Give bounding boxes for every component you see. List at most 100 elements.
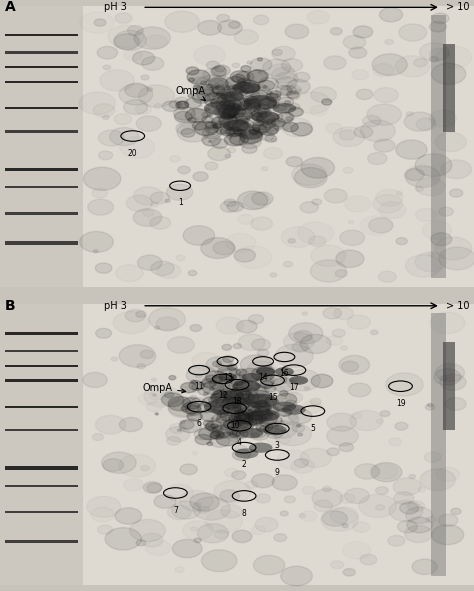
Text: 18: 18 — [232, 397, 242, 407]
Circle shape — [165, 427, 190, 441]
Circle shape — [270, 374, 287, 385]
Circle shape — [189, 78, 194, 82]
Circle shape — [332, 329, 345, 337]
Circle shape — [280, 372, 298, 384]
Circle shape — [275, 344, 313, 368]
Text: > 10: > 10 — [446, 301, 469, 311]
Circle shape — [247, 70, 268, 83]
Circle shape — [285, 369, 320, 391]
Bar — [5, 51, 78, 54]
Circle shape — [208, 147, 230, 161]
Ellipse shape — [273, 401, 296, 412]
Circle shape — [340, 230, 365, 245]
Circle shape — [212, 85, 230, 96]
Circle shape — [229, 391, 243, 399]
Circle shape — [228, 425, 250, 439]
Circle shape — [285, 24, 309, 39]
Circle shape — [220, 411, 236, 421]
Circle shape — [195, 374, 202, 378]
Circle shape — [360, 554, 377, 565]
Circle shape — [252, 474, 274, 488]
Circle shape — [213, 124, 221, 128]
Circle shape — [255, 387, 269, 396]
Circle shape — [119, 84, 153, 105]
Circle shape — [222, 86, 240, 97]
Circle shape — [251, 217, 273, 230]
Circle shape — [179, 419, 201, 433]
Circle shape — [197, 402, 214, 413]
Bar — [431, 313, 446, 576]
Circle shape — [330, 28, 342, 35]
Ellipse shape — [239, 428, 263, 438]
Circle shape — [342, 361, 358, 372]
Text: 3: 3 — [275, 441, 280, 450]
Bar — [5, 186, 78, 189]
Bar — [5, 365, 78, 367]
Circle shape — [88, 199, 114, 215]
Circle shape — [256, 113, 275, 125]
Circle shape — [229, 128, 242, 136]
Circle shape — [209, 426, 230, 439]
Circle shape — [218, 95, 236, 106]
Circle shape — [368, 152, 387, 164]
Circle shape — [150, 192, 169, 204]
Circle shape — [223, 397, 238, 406]
Circle shape — [212, 390, 228, 400]
Circle shape — [95, 263, 112, 273]
Circle shape — [103, 459, 124, 472]
Circle shape — [285, 392, 303, 403]
Circle shape — [212, 414, 230, 425]
Circle shape — [220, 490, 239, 502]
Circle shape — [412, 559, 437, 574]
Circle shape — [385, 40, 393, 44]
Circle shape — [126, 195, 152, 211]
Circle shape — [137, 363, 146, 369]
Bar — [5, 131, 78, 133]
Circle shape — [255, 494, 270, 503]
Ellipse shape — [223, 120, 251, 132]
Circle shape — [228, 148, 236, 152]
Circle shape — [349, 47, 367, 58]
Circle shape — [449, 189, 463, 197]
Circle shape — [247, 393, 260, 400]
Bar — [5, 332, 78, 335]
Bar — [5, 511, 78, 513]
Circle shape — [209, 426, 218, 431]
Circle shape — [356, 89, 373, 99]
Ellipse shape — [204, 101, 242, 116]
Circle shape — [164, 392, 173, 398]
Circle shape — [226, 103, 230, 106]
Text: 4: 4 — [237, 439, 242, 447]
Text: B: B — [5, 299, 15, 313]
Circle shape — [237, 422, 247, 428]
Circle shape — [140, 350, 154, 359]
Circle shape — [428, 403, 433, 407]
Ellipse shape — [204, 400, 242, 414]
Circle shape — [222, 109, 236, 118]
Circle shape — [216, 105, 239, 118]
Text: 11: 11 — [194, 382, 204, 391]
Text: 16: 16 — [280, 369, 289, 378]
Circle shape — [252, 110, 264, 117]
Circle shape — [439, 247, 474, 270]
Circle shape — [228, 420, 234, 424]
Circle shape — [217, 410, 228, 417]
Circle shape — [246, 93, 270, 107]
Circle shape — [336, 250, 364, 268]
Circle shape — [291, 122, 312, 136]
Circle shape — [420, 469, 455, 491]
Circle shape — [251, 90, 267, 100]
Circle shape — [270, 273, 277, 277]
Circle shape — [249, 414, 264, 424]
Circle shape — [220, 127, 235, 136]
Circle shape — [210, 388, 214, 391]
Circle shape — [224, 134, 245, 146]
Circle shape — [187, 70, 210, 84]
Circle shape — [237, 79, 250, 86]
Circle shape — [247, 401, 271, 415]
Circle shape — [219, 122, 240, 134]
Circle shape — [431, 525, 464, 545]
Bar — [5, 540, 78, 543]
Circle shape — [215, 66, 225, 72]
Circle shape — [243, 418, 253, 424]
